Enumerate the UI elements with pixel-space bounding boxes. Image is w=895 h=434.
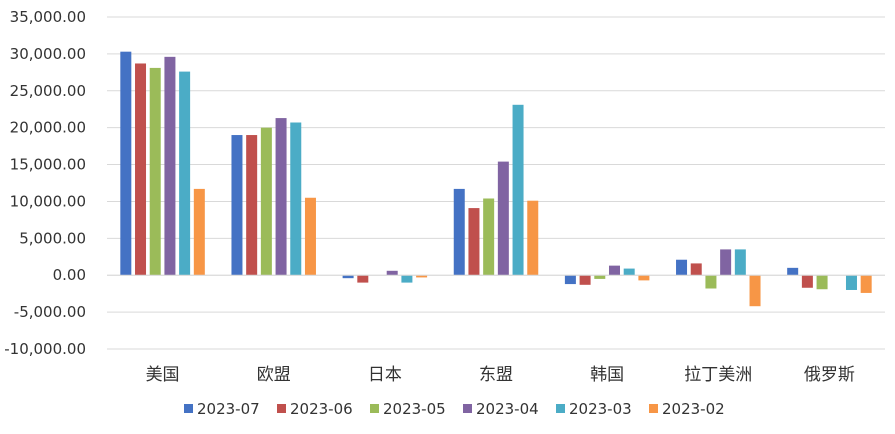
bar bbox=[386, 270, 398, 276]
bar bbox=[164, 56, 176, 276]
legend-swatch bbox=[556, 404, 565, 413]
bar bbox=[690, 263, 702, 276]
bar bbox=[231, 135, 243, 276]
bar bbox=[304, 197, 316, 276]
bar bbox=[705, 275, 717, 289]
x-axis: 美国 欧盟 日本 东盟 韩国 拉丁美洲 俄罗斯 bbox=[146, 365, 855, 385]
y-tick-label: 20,000.00 bbox=[10, 119, 86, 137]
bar bbox=[527, 200, 539, 276]
y-tick-label: -5,000.00 bbox=[14, 303, 86, 321]
bar bbox=[357, 275, 369, 283]
legend-label: 2023-07 bbox=[197, 400, 260, 418]
x-category-label: 俄罗斯 bbox=[804, 365, 855, 385]
y-tick-label: 0.00 bbox=[53, 266, 86, 284]
bar bbox=[453, 188, 465, 276]
bar bbox=[120, 51, 132, 276]
y-tick-label: 15,000.00 bbox=[10, 156, 86, 174]
legend-swatch bbox=[184, 404, 193, 413]
bar bbox=[801, 275, 813, 288]
bar bbox=[483, 198, 495, 276]
bar bbox=[734, 249, 746, 276]
legend-label: 2023-06 bbox=[290, 400, 353, 418]
bar bbox=[787, 267, 799, 276]
legend-swatch bbox=[463, 404, 472, 413]
bar bbox=[860, 275, 872, 293]
bar bbox=[720, 249, 732, 276]
bar bbox=[468, 208, 480, 276]
bar bbox=[845, 275, 857, 290]
bar bbox=[135, 63, 147, 276]
bar bbox=[638, 275, 650, 281]
bar bbox=[149, 67, 161, 276]
bar bbox=[594, 275, 606, 279]
bar bbox=[512, 104, 524, 276]
grid-lines bbox=[107, 16, 885, 350]
bar bbox=[749, 275, 761, 307]
x-category-label: 欧盟 bbox=[257, 365, 291, 385]
bar bbox=[342, 275, 354, 279]
legend: 2023-07 2023-06 2023-05 2023-04 2023-03 2023-… bbox=[184, 400, 725, 418]
bars bbox=[120, 51, 872, 307]
x-category-label: 日本 bbox=[368, 365, 402, 385]
y-tick-label: 30,000.00 bbox=[10, 45, 86, 63]
bar bbox=[608, 265, 620, 276]
bar bbox=[416, 275, 428, 278]
legend-label: 2023-04 bbox=[476, 400, 539, 418]
bar bbox=[497, 161, 509, 276]
bar bbox=[676, 259, 688, 276]
bar bbox=[623, 268, 635, 276]
legend-swatch bbox=[277, 404, 286, 413]
bar bbox=[193, 188, 205, 276]
legend-label: 2023-05 bbox=[383, 400, 446, 418]
bar bbox=[246, 135, 258, 276]
x-category-label: 美国 bbox=[146, 365, 180, 385]
legend-swatch bbox=[370, 404, 379, 413]
y-axis: 35,000.00 30,000.00 25,000.00 20,000.00 15,0… bbox=[4, 8, 86, 358]
bar bbox=[260, 127, 272, 276]
bar bbox=[179, 71, 191, 276]
y-tick-label: 35,000.00 bbox=[10, 8, 86, 26]
x-category-label: 韩国 bbox=[590, 365, 624, 385]
y-tick-label: 25,000.00 bbox=[10, 82, 86, 100]
y-tick-label: -10,000.00 bbox=[4, 340, 86, 358]
bar bbox=[564, 275, 576, 285]
legend-label: 2023-03 bbox=[569, 400, 632, 418]
legend-swatch bbox=[649, 404, 658, 413]
bar bbox=[290, 122, 302, 276]
bar bbox=[401, 275, 413, 283]
x-category-label: 拉丁美洲 bbox=[684, 365, 752, 385]
bar bbox=[275, 118, 287, 276]
y-tick-label: 10,000.00 bbox=[10, 192, 86, 210]
legend-label: 2023-02 bbox=[662, 400, 725, 418]
y-tick-label: 5,000.00 bbox=[19, 229, 86, 247]
bar bbox=[816, 275, 828, 290]
x-category-label: 东盟 bbox=[479, 365, 513, 385]
bar bbox=[579, 275, 591, 285]
